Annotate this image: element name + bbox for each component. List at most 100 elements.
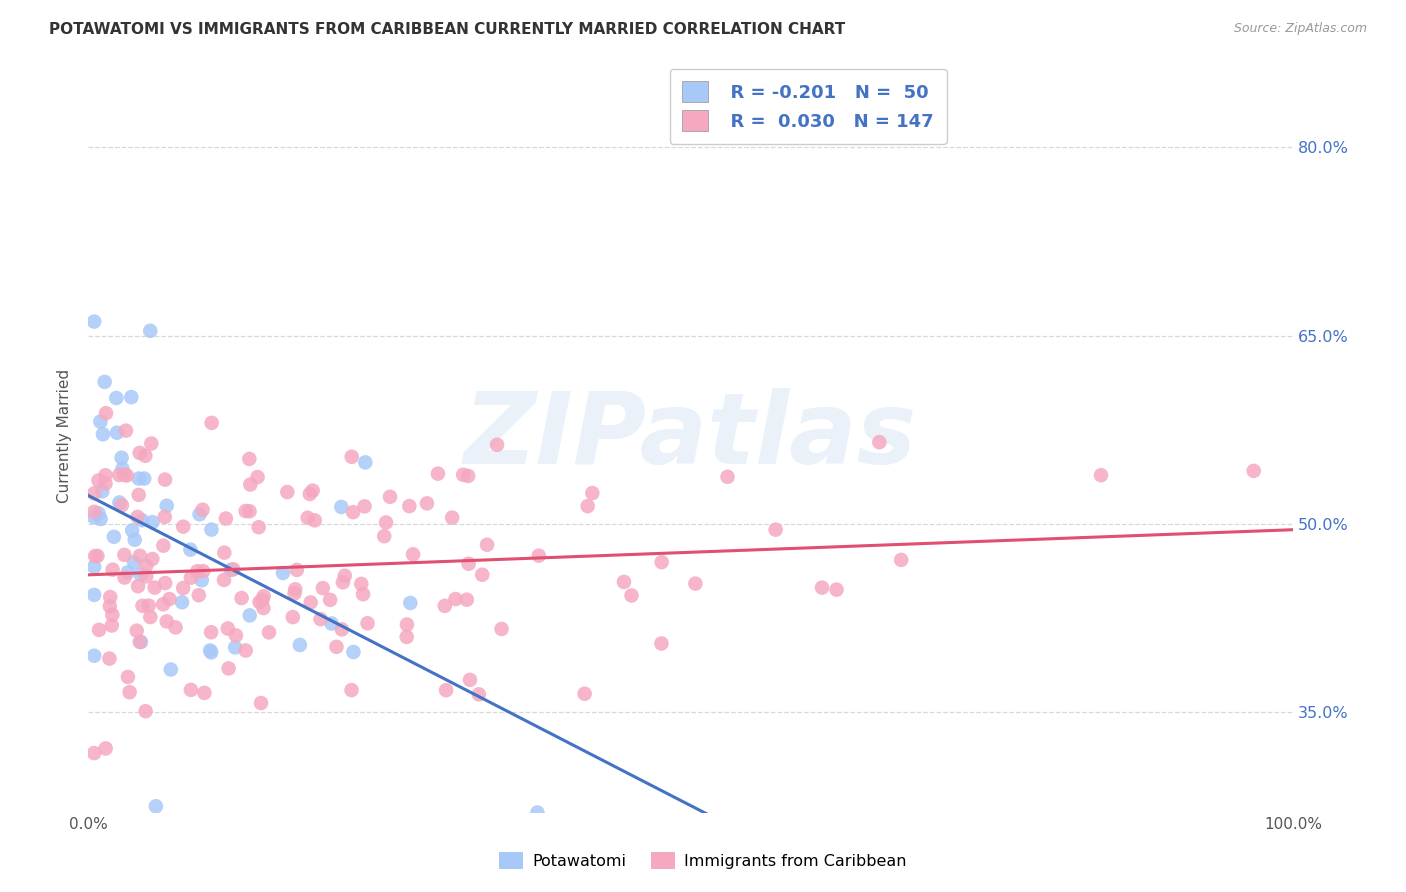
Point (527, 549, 550, 563)
Point (231, 591, 253, 605)
Point (170, 595, 193, 609)
Point (172, 519, 194, 533)
Point (127, 510, 149, 524)
Point (179, 542, 201, 557)
Point (193, 564, 215, 578)
Point (121, 524, 143, 538)
Point (249, 595, 271, 609)
Point (153, 510, 176, 524)
Point (128, 488, 150, 502)
Point (257, 625, 280, 640)
Point (398, 499, 420, 513)
Point (395, 617, 418, 632)
Point (426, 467, 449, 481)
Point (114, 570, 136, 584)
Legend: Potawatomi, Immigrants from Caribbean: Potawatomi, Immigrants from Caribbean (494, 846, 912, 875)
Point (159, 663, 181, 677)
Point (451, 467, 474, 482)
Point (135, 704, 157, 718)
Point (298, 487, 321, 501)
Point (201, 416, 224, 430)
Point (332, 575, 354, 590)
Point (340, 450, 363, 464)
Point (224, 640, 246, 655)
Point (98, 651, 121, 665)
Point (685, 576, 707, 591)
Point (350, 577, 373, 591)
Point (378, 490, 401, 504)
Point (253, 589, 276, 603)
Point (247, 520, 270, 534)
Point (153, 473, 176, 487)
Point (225, 628, 247, 642)
Point (342, 645, 364, 659)
Point (117, 670, 139, 684)
Point (105, 391, 128, 405)
Point (581, 486, 603, 500)
Point (86, 549, 108, 563)
Point (444, 592, 467, 607)
Point (1090, 468, 1112, 483)
Point (128, 635, 150, 649)
Point (458, 673, 481, 687)
Point (83, 505, 105, 519)
Point (112, 467, 135, 482)
Point (101, 563, 124, 577)
Point (198, 643, 221, 657)
Point (765, 523, 787, 537)
Point (375, 516, 398, 530)
Point (325, 640, 347, 654)
Point (297, 510, 319, 524)
Point (650, 636, 672, 650)
Point (191, 574, 214, 588)
Point (111, 450, 134, 465)
Point (134, 471, 156, 485)
Point (93, 375, 115, 389)
Point (333, 568, 356, 582)
Point (94, 468, 117, 483)
Point (180, 571, 202, 585)
Point (574, 687, 596, 701)
Point (127, 579, 149, 593)
Point (115, 424, 138, 438)
Point (330, 623, 353, 637)
Point (165, 620, 187, 634)
Point (283, 586, 305, 600)
Point (91, 427, 114, 442)
Point (115, 468, 138, 483)
Point (576, 499, 599, 513)
Point (252, 593, 274, 607)
Point (129, 635, 152, 649)
Point (276, 485, 298, 500)
Point (91, 484, 114, 499)
Point (172, 581, 194, 595)
Point (83, 486, 105, 500)
Point (1243, 464, 1265, 478)
Point (235, 504, 257, 518)
Point (128, 549, 150, 563)
Point (299, 595, 322, 609)
Point (353, 500, 375, 514)
Point (399, 596, 422, 610)
Point (143, 581, 166, 595)
Point (246, 470, 269, 484)
Point (124, 533, 146, 547)
Point (153, 576, 176, 591)
Point (373, 529, 395, 543)
Point (98, 590, 121, 604)
Point (312, 581, 335, 595)
Point (83, 314, 105, 328)
Point (156, 615, 179, 629)
Point (471, 567, 494, 582)
Point (152, 539, 174, 553)
Point (491, 622, 513, 636)
Point (131, 513, 153, 527)
Point (219, 563, 242, 577)
Point (456, 592, 478, 607)
Point (101, 607, 124, 622)
Point (288, 638, 311, 652)
Point (117, 566, 139, 580)
Point (217, 622, 239, 636)
Point (87, 474, 110, 488)
Point (212, 573, 235, 587)
